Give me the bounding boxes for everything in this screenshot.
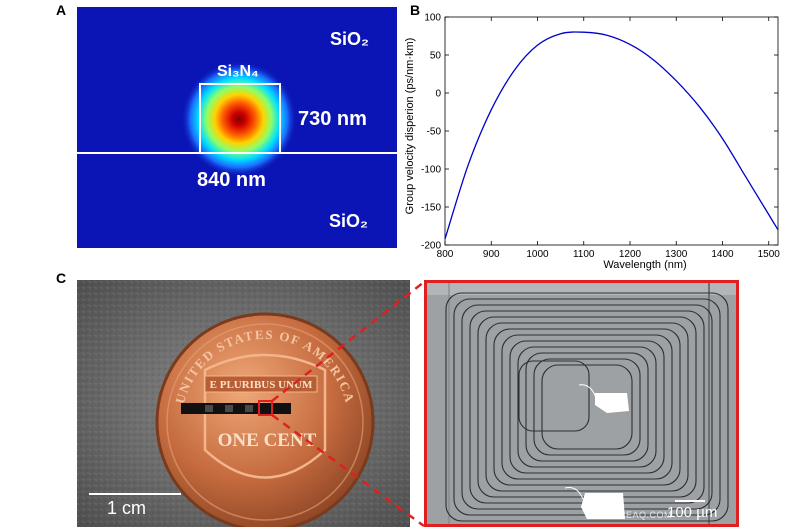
core-material-label: Si₃N₄ — [217, 63, 259, 80]
micrograph-background — [427, 283, 736, 524]
coin-value-text: ONE CENT — [218, 430, 317, 451]
panel-label-a: A — [56, 2, 67, 18]
spiral-turn — [445, 292, 729, 522]
x-tick-label-1200: 1200 — [619, 249, 642, 260]
spiral-turn — [509, 340, 665, 474]
x-tick-label-900: 900 — [483, 249, 500, 260]
penny-photo: UNITED STATES OF AMERICA E PLURIBUS UNUM… — [77, 280, 410, 527]
y-tick-label-100: 100 — [424, 13, 441, 24]
chip-on-penny-photo: UNITED STATES OF AMERICA E PLURIBUS UNUM… — [77, 280, 410, 527]
cladding-bottom-label: SiO₂ — [329, 211, 369, 231]
spiral-turn — [541, 364, 633, 450]
penny-coin — [155, 312, 375, 527]
scale-label-micro: 100 µm — [667, 504, 718, 521]
y-tick-label-50: 50 — [430, 51, 442, 62]
micrograph-image — [427, 283, 736, 524]
x-tick-label-1400: 1400 — [711, 249, 734, 260]
y-tick-label--100: -100 — [421, 165, 441, 176]
spiral-waveguide-micrograph: 100 µm SCIENCEAQ.COM — [424, 280, 739, 527]
y-tick-label--200: -200 — [421, 241, 441, 252]
x-axis-label: Wavelength (nm) — [603, 259, 686, 271]
y-tick-label--50: -50 — [427, 127, 442, 138]
x-tick-label-1300: 1300 — [665, 249, 688, 260]
mode-field — [181, 61, 297, 177]
y-tick-label-0: 0 — [435, 89, 441, 100]
scale-label-photo: 1 cm — [107, 498, 147, 518]
photonic-chip — [181, 403, 291, 414]
x-tick-label-1000: 1000 — [526, 249, 549, 260]
cladding-top-label: SiO₂ — [330, 29, 370, 49]
height-label: 730 nm — [298, 108, 367, 130]
panel-label-b: B — [410, 2, 421, 18]
dispersion-curve — [444, 31, 779, 240]
spiral-turn — [501, 334, 673, 480]
spiral-turn — [525, 352, 649, 462]
plot-frame — [444, 16, 779, 246]
y-axis-label: Group velocity disperion (ps/nm·km) — [404, 38, 416, 215]
x-tick-label-1100: 1100 — [573, 249, 595, 260]
dispersion-chart: 800 900 1000 1100 1200 1300 1400 1500-200-150-1… — [404, 13, 781, 272]
spiral-turn — [517, 346, 657, 468]
highlight-box — [258, 400, 273, 416]
spiral-turn — [485, 322, 689, 492]
coupling-pad-lower — [581, 493, 625, 519]
y-tick-label--150: -150 — [421, 203, 441, 214]
spiral-turn — [493, 328, 681, 486]
spiral-center-loop — [518, 360, 590, 432]
mode-profile-image — [77, 7, 397, 248]
mode-profile-panel: SiO₂ Si₃N₄ 730 nm 840 nm SiO₂ — [77, 7, 397, 248]
coin-banner-text: E PLURIBUS UNUM — [210, 379, 313, 391]
spiral-turn — [533, 358, 641, 456]
x-tick-label-800: 800 — [437, 249, 454, 260]
coupling-pad-upper — [595, 393, 629, 413]
width-label: 840 nm — [197, 169, 266, 191]
watermark: SCIENCEAQ.COM — [588, 510, 672, 520]
dispersion-chart-panel: 800 900 1000 1100 1200 1300 1400 1500 -200 -150 -1… — [400, 2, 800, 272]
x-tick-label-1500: 1500 — [758, 249, 781, 260]
panel-label-c: C — [56, 270, 67, 286]
